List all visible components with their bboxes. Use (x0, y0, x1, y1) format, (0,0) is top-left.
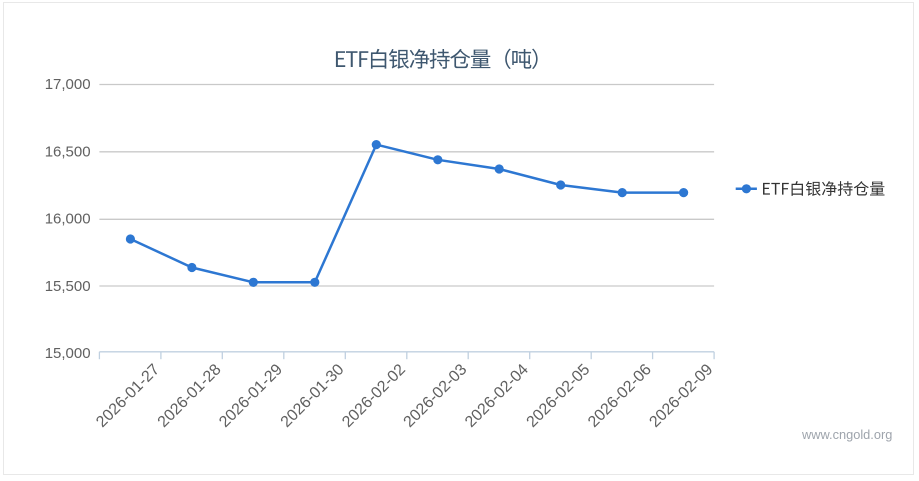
svg-text:16,500: 16,500 (45, 143, 91, 160)
svg-text:16,000: 16,000 (45, 211, 91, 228)
svg-text:www.cngold.org: www.cngold.org (801, 427, 892, 442)
svg-text:17,000: 17,000 (45, 76, 91, 93)
svg-text:15,500: 15,500 (45, 278, 91, 295)
svg-text:15,000: 15,000 (45, 345, 91, 362)
